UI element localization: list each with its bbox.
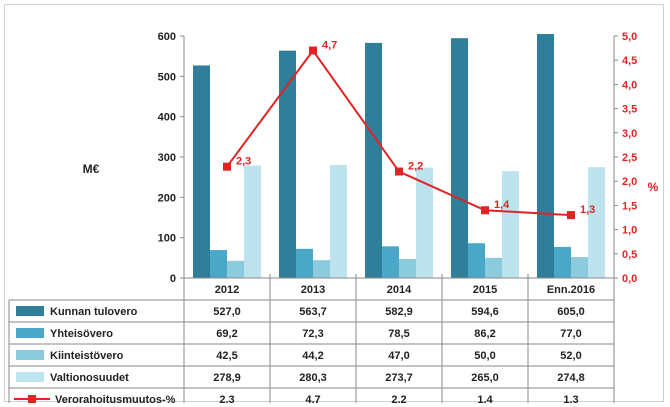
bar-yhteis-vero (296, 248, 313, 278)
legend-key-kiinteist-vero (16, 350, 44, 360)
y-tick-label-right: 0,0 (622, 273, 637, 285)
table-cell-value: 273,7 (385, 372, 413, 384)
table-cell-value: 265,0 (471, 372, 499, 384)
legend-key-kunnan-tulovero (16, 306, 44, 316)
bar-valtionosuudet (502, 171, 519, 278)
chart-frame: 2,3 4,7 2,2 1,4 1,3 0 100 200 300 400 500 600 0,0 0,… (4, 4, 664, 403)
table-cell-value: 47,0 (388, 350, 409, 362)
table-cell-value: 86,2 (474, 328, 495, 340)
y-tick-label-right: 3,0 (622, 128, 637, 140)
table-cell-value: 52,0 (560, 350, 581, 362)
x-category-label: Enn.2016 (547, 284, 595, 296)
y-tick-label-right: 1,5 (622, 200, 637, 212)
legend-key-valtionosuudet (16, 372, 44, 382)
bar-valtionosuudet (330, 164, 347, 278)
bar-kiinteist-vero (399, 259, 416, 278)
bar-kiinteist-vero (571, 257, 588, 278)
line-layer: 2,3 4,7 2,2 1,4 1,3 (223, 40, 595, 220)
table-cell-value: 563,7 (299, 306, 327, 318)
table-cell-value: 280,3 (299, 372, 327, 384)
table-cell-value: 50,0 (474, 350, 495, 362)
y-tick-label-left: 400 (158, 112, 176, 124)
table-cell-value: 69,2 (216, 328, 237, 340)
line-data-label: 1,4 (494, 199, 510, 211)
line-marker (223, 162, 231, 171)
legend-key-marker (28, 395, 36, 403)
table-cell-value: 278,9 (213, 372, 241, 384)
y-tick-label-left: 100 (158, 233, 176, 245)
table-cell-value: 44,2 (302, 350, 323, 362)
bar-yhteis-vero (554, 246, 571, 278)
y-tick-label-left: 500 (158, 71, 176, 83)
y-tick-label-right: 5,0 (622, 31, 637, 43)
y-tick-label-left: 600 (158, 31, 176, 43)
line-data-label: 4,7 (322, 40, 337, 52)
table-cell-value: 527,0 (213, 306, 241, 318)
table-cell-value: 4,7 (305, 394, 320, 403)
legend-label: Yhteisövero (50, 328, 113, 340)
table-cell-value: 42,5 (216, 350, 237, 362)
legend-key-yhteis-vero (16, 328, 44, 338)
line-data-label: 2,3 (236, 156, 251, 168)
table-cell-value: 72,3 (302, 328, 323, 340)
table-cell-value: 1,4 (477, 394, 493, 403)
bar-kunnan-tulovero (193, 65, 210, 278)
bar-kunnan-tulovero (279, 50, 296, 279)
table-cell-value: 1,3 (563, 394, 578, 403)
y-tick-label-right: 2,0 (622, 176, 637, 188)
line-marker (481, 206, 489, 215)
bar-yhteis-vero (468, 243, 485, 278)
line-data-label: 2,2 (408, 161, 423, 173)
y-tick-label-right: 1,0 (622, 225, 637, 237)
bar-kiinteist-vero (485, 257, 502, 278)
x-category-label: 2015 (473, 284, 497, 296)
y-tick-label-right: 4,0 (622, 79, 637, 91)
table-cell-value: 78,5 (388, 328, 409, 340)
x-category-label: 2013 (301, 284, 325, 296)
bar-kunnan-tulovero (365, 42, 382, 278)
x-category-label: 2012 (215, 284, 239, 296)
combo-chart: 2,3 4,7 2,2 1,4 1,3 0 100 200 300 400 500 600 0,0 0,… (8, 31, 659, 403)
line-marker (309, 46, 317, 55)
y2-axis-title: % (648, 180, 659, 194)
y-axis-title: M€ (83, 162, 100, 176)
y-tick-label-right: 0,5 (622, 249, 637, 261)
bar-valtionosuudet (416, 167, 433, 278)
bar-yhteis-vero (210, 250, 227, 278)
bar-yhteis-vero (382, 246, 399, 278)
y-tick-label-right: 3,5 (622, 104, 637, 116)
table-cell-value: 605,0 (557, 306, 585, 318)
axes-layer: 0 100 200 300 400 500 600 0,0 0,5 1,0 1,5 2,0 2,5 3,0… (83, 31, 659, 285)
table-cell-value: 77,0 (560, 328, 581, 340)
table-cell-value: 582,9 (385, 306, 413, 318)
y-tick-label-right: 4,5 (622, 55, 637, 67)
legend-label: Kunnan tulovero (50, 306, 138, 318)
legend-label: Valtionosuudet (50, 372, 129, 384)
table-cell-value: 2,2 (391, 394, 406, 403)
bar-kiinteist-vero (227, 260, 244, 278)
table-cell-value: 594,6 (471, 306, 499, 318)
line-marker (395, 167, 403, 176)
line-marker (567, 211, 575, 220)
y-tick-label-left: 300 (158, 152, 176, 164)
bar-kunnan-tulovero (451, 38, 468, 278)
bar-valtionosuudet (588, 167, 605, 278)
x-category-label: 2014 (387, 284, 412, 296)
table-cell-value: 2,3 (219, 394, 234, 403)
y-tick-label-left: 200 (158, 192, 176, 204)
table-cell-value: 274,8 (557, 372, 585, 384)
line-data-label: 1,3 (580, 204, 595, 216)
bar-kunnan-tulovero (537, 33, 554, 278)
y-tick-label-left: 0 (170, 273, 176, 285)
bar-kiinteist-vero (313, 260, 330, 278)
line-verorahoitusmuutos (226, 48, 572, 217)
legend-label: Verorahoitusmuutos-% (55, 394, 176, 403)
bars-layer (193, 33, 605, 279)
y-tick-label-right: 2,5 (622, 152, 637, 164)
bar-valtionosuudet (244, 165, 261, 278)
legend-label: Kiinteistövero (50, 350, 124, 362)
data-table: 2012 2013 2014 2015 Enn.2016 Kunnan tulovero 5… (8, 277, 615, 403)
